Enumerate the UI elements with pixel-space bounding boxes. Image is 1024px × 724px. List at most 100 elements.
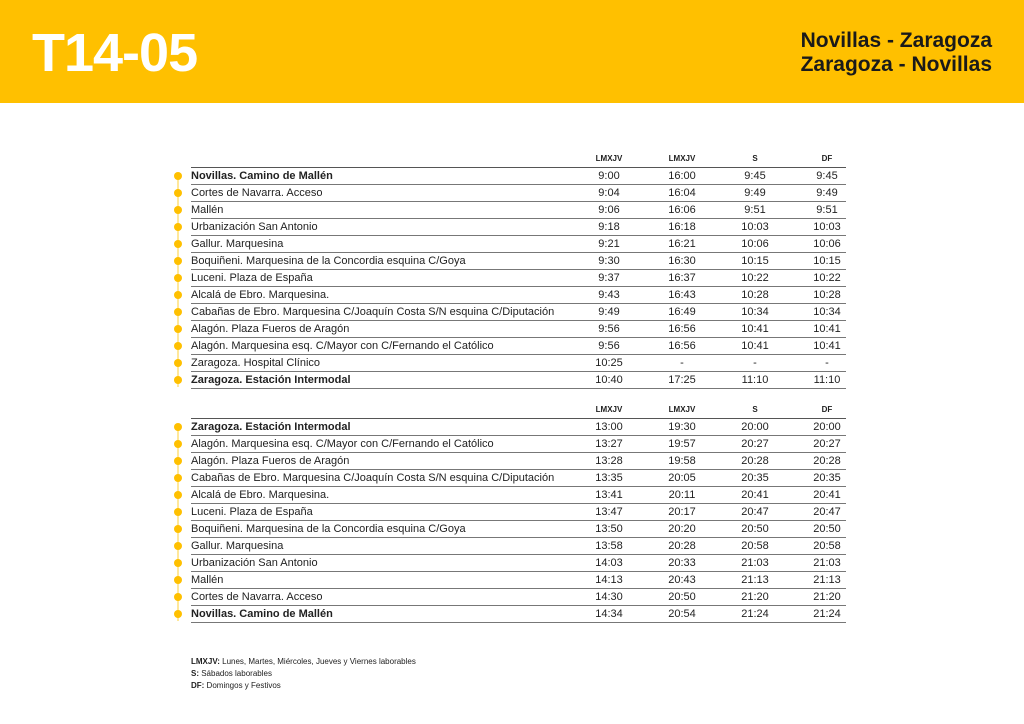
table-row: Novillas. Camino de Mallén 9:00 16:00 9:45 9… [174,168,846,185]
stop-name: Alagón. Plaza Fueros de Aragón [191,455,350,467]
departure-time: 20:50 [668,591,696,603]
departure-time: 9:56 [598,323,620,335]
departure-time: 20:41 [813,489,841,501]
departure-time: 20:05 [668,472,696,484]
departure-time: 16:49 [668,306,696,318]
stop-name: Boquiñeni. Marquesina de la Concordia es… [191,255,466,267]
column-header: LMXJV [595,154,623,163]
line-code: T14-05 [32,23,198,83]
stop-dot-icon [174,440,182,448]
departure-time: 9:45 [816,170,838,182]
timetable-outbound: LMXJV LMXJV S DF Novillas. Camino de Mallén 9… [170,152,846,389]
departure-time: 20:47 [741,506,769,518]
departure-time: 10:22 [813,272,841,284]
departure-time: - [753,357,757,369]
departure-time: 10:28 [741,289,769,301]
departure-time: 9:00 [598,170,620,182]
table-row: Alagón. Marquesina esq. C/Mayor con C/Fe… [174,338,846,355]
column-header-row: LMXJV LMXJV S DF [191,403,846,419]
departure-time: 19:58 [668,455,696,467]
stop-dot-icon [174,610,182,618]
departure-time: 9:21 [598,238,620,250]
departure-time: 21:03 [741,557,769,569]
stop-dot-icon [174,491,182,499]
legend: LMXJV: Lunes, Martes, Miércoles, Jueves … [191,656,416,692]
legend-item: DF: Domingos y Festivos [191,681,281,690]
departure-time: 10:06 [741,238,769,250]
departure-time: 21:20 [813,591,841,603]
departure-time: 20:41 [741,489,769,501]
table-row: Novillas. Camino de Mallén 14:34 20:54 21:2… [174,606,846,623]
departure-time: 16:43 [668,289,696,301]
table-row: Cortes de Navarra. Acceso 9:04 16:04 9:49 9:… [174,185,846,202]
departure-time: 16:21 [668,238,696,250]
stop-name: Boquiñeni. Marquesina de la Concordia es… [191,523,466,535]
departure-time: 9:49 [744,187,766,199]
stop-name: Cabañas de Ebro. Marquesina C/Joaquín Co… [191,306,555,318]
route-line [177,425,179,621]
departure-time: 9:45 [744,170,766,182]
stop-dot-icon [174,172,182,180]
stop-dot-icon [174,423,182,431]
departure-time: 13:35 [595,472,623,484]
stop-dot-icon [174,240,182,248]
departure-time: 9:43 [598,289,620,301]
departure-time: 10:25 [595,357,623,369]
stop-name: Urbanización San Antonio [191,557,318,569]
stop-dot-icon [174,206,182,214]
departure-time: 21:20 [741,591,769,603]
departure-time: 20:00 [813,421,841,433]
departure-time: 21:13 [813,574,841,586]
departure-time: 13:27 [595,438,623,450]
table-row: Mallén 9:06 16:06 9:51 9:51 [174,202,846,219]
column-header: DF [821,405,833,414]
departure-time: 13:41 [595,489,623,501]
departure-time: 20:20 [668,523,696,535]
departure-time: 10:34 [741,306,769,318]
stop-dot-icon [174,359,182,367]
departure-time: 10:03 [741,221,769,233]
column-header-row: LMXJV LMXJV S DF [191,152,846,168]
departure-time: 19:30 [668,421,696,433]
stop-name: Alagón. Marquesina esq. C/Mayor con C/Fe… [191,340,494,352]
departure-time: 20:35 [813,472,841,484]
stop-name: Novillas. Camino de Mallén [191,608,333,620]
departure-time: 19:57 [668,438,696,450]
route-outbound: Novillas - Zaragoza [800,29,992,52]
stop-dot-icon [174,542,182,550]
departure-time: 10:28 [813,289,841,301]
stop-dot-icon [174,308,182,316]
table-row: Cabañas de Ebro. Marquesina C/Joaquín Co… [174,470,846,487]
departure-time: 20:58 [741,540,769,552]
departure-time: 14:03 [595,557,623,569]
table-row: Alcalá de Ebro. Marquesina. 13:41 20:11 20:… [174,487,846,504]
departure-time: 20:58 [813,540,841,552]
stop-name: Mallén [191,574,224,586]
stop-dot-icon [174,474,182,482]
table-row: Luceni. Plaza de España 9:37 16:37 10:22 10:… [174,270,846,287]
departure-time: 10:41 [741,340,769,352]
departure-time: 14:30 [595,591,623,603]
departure-time: 9:37 [598,272,620,284]
stop-dot-icon [174,223,182,231]
departure-time: - [680,357,684,369]
departure-time: 20:27 [813,438,841,450]
route-return: Zaragoza - Novillas [800,53,992,76]
table-row: Zaragoza. Estación Intermodal 13:00 19:30 2… [174,419,846,436]
departure-time: 20:43 [668,574,696,586]
departure-time: 20:54 [668,608,696,620]
departure-time: - [825,357,829,369]
departure-time: 10:41 [741,323,769,335]
table-row: Boquiñeni. Marquesina de la Concordia es… [174,253,846,270]
timetable-return: LMXJV LMXJV S DF Zaragoza. Estación Intermod… [170,403,846,623]
stop-name: Alcalá de Ebro. Marquesina. [191,489,330,501]
departure-time: 13:50 [595,523,623,535]
column-header: DF [821,154,833,163]
stop-name: Luceni. Plaza de España [191,506,313,518]
stop-name: Cortes de Navarra. Acceso [191,187,323,199]
departure-time: 16:00 [668,170,696,182]
departure-time: 16:06 [668,204,696,216]
departure-time: 20:35 [741,472,769,484]
departure-time: 10:40 [595,374,623,386]
departure-time: 20:17 [668,506,696,518]
